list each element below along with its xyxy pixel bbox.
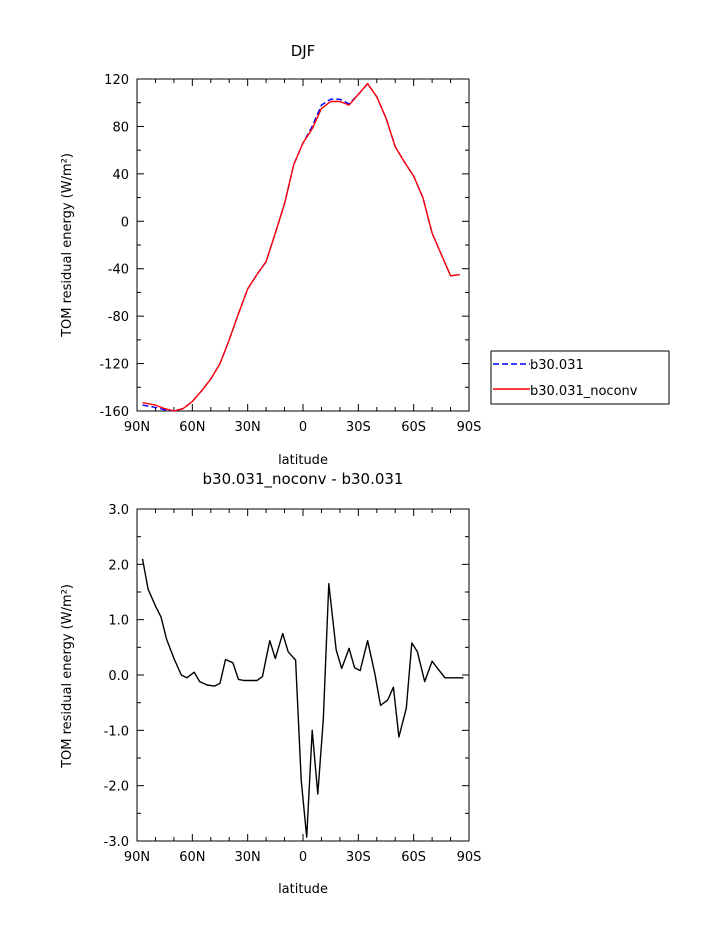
top-series-line-b30-031: [142, 82, 460, 412]
bottom-panel: b30.031_noconv - b30.031 3.0 2.0 1.0 0.0 -1.…: [60, 470, 481, 897]
bottom-y-tick-label: 1.0: [108, 614, 129, 629]
legend-label-b30-031-noconv: b30.031_noconv: [530, 384, 638, 399]
bottom-x-tick-label: 60S: [401, 850, 426, 865]
bottom-series-line-difference: [141, 558, 464, 838]
top-series-lines: [142, 82, 460, 412]
top-x-tick-label: 30N: [235, 420, 261, 435]
top-x-tick-label: 30S: [346, 420, 371, 435]
bottom-plot-frame: [136, 508, 470, 842]
top-chart-title: DJF: [291, 42, 316, 60]
bottom-x-tick-label: 0: [299, 850, 307, 865]
bottom-x-tick-label: 30S: [346, 850, 371, 865]
legend-label-b30-031: b30.031: [530, 358, 584, 373]
top-y-tick-label: 120: [104, 73, 129, 88]
bottom-chart-title: b30.031_noconv - b30.031: [203, 470, 404, 489]
bottom-y-tick-label: -1.0: [104, 724, 129, 739]
top-y-tick-label: 40: [112, 168, 129, 183]
bottom-x-tick-label: 90N: [124, 850, 150, 865]
bottom-x-tick-label: 30N: [235, 850, 261, 865]
legend-box: [490, 350, 670, 405]
top-plot-frame: [136, 78, 470, 412]
top-x-tick-label: 0: [299, 420, 307, 435]
bottom-y-tick-label: 3.0: [108, 503, 129, 518]
top-x-axis-label: latitude: [278, 453, 328, 468]
bottom-y-tick-label: -3.0: [104, 835, 129, 850]
top-y-tick-label: -120: [99, 358, 129, 373]
bottom-y-tick-label: 0.0: [108, 669, 129, 684]
top-y-tick-label: 0: [121, 215, 129, 230]
bottom-y-tick-label: -2.0: [104, 780, 129, 795]
top-x-tick-label: 60N: [179, 420, 205, 435]
top-y-axis-label: TOM residual energy (W/m²): [60, 153, 75, 338]
top-y-tick-label: 80: [112, 120, 129, 135]
legend: b30.031 b30.031_noconv: [490, 350, 670, 405]
top-y-tick-label: -80: [108, 310, 129, 325]
top-y-tick-label: -40: [108, 263, 129, 278]
top-x-tick-label: 90S: [457, 420, 482, 435]
top-y-tick-label: -160: [99, 405, 129, 420]
top-x-tick-label: 90N: [124, 420, 150, 435]
top-series-line-b30-031-noconv: [142, 82, 460, 412]
bottom-x-tick-label: 60N: [179, 850, 205, 865]
bottom-x-tick-label: 90S: [457, 850, 482, 865]
bottom-series-lines: [141, 558, 464, 838]
bottom-x-axis-label: latitude: [278, 882, 328, 897]
top-x-tick-label: 60S: [401, 420, 426, 435]
bottom-y-tick-label: 2.0: [108, 558, 129, 573]
bottom-y-axis-label: TOM residual energy (W/m²): [60, 584, 75, 769]
